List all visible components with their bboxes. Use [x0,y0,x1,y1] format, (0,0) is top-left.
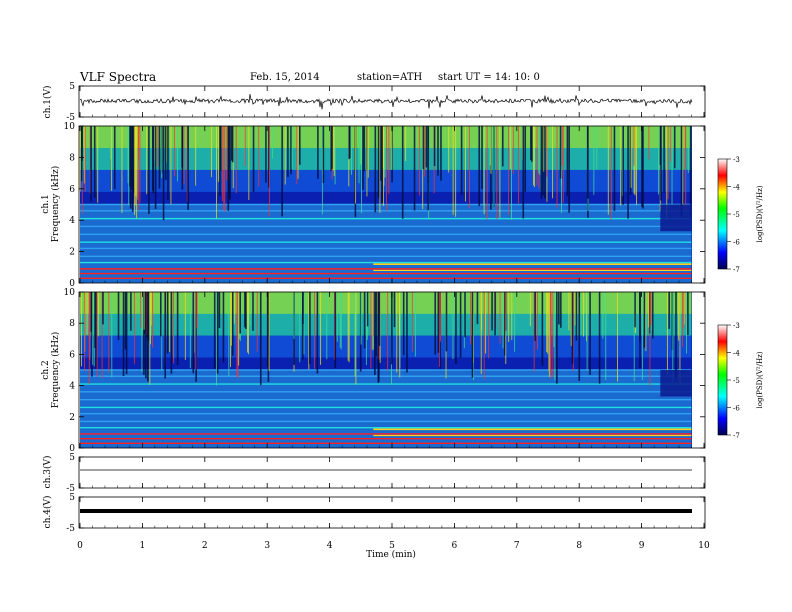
colorbar-ch1-gradient [717,158,728,270]
ch4-ylabel: ch.4(V) [42,496,53,529]
spec1-ytick-label: 8 [69,153,75,163]
ch4-ytick-label: 5 [69,493,75,503]
cb2ticks-tick-label: -5 [733,377,740,385]
spec1-ytick-label: 2 [69,248,75,258]
spec1-end-patch [660,204,692,232]
spectrogram-ch1 [78,125,706,284]
cb2ticks-tick-label: -7 [733,432,740,440]
spec1-top-band [80,126,692,148]
spec2-ytick-label: 6 [69,350,75,360]
ch1-ytick-label: 5 [69,82,75,92]
x-tick-label: 8 [576,541,582,551]
ch1-ylabel: ch.1(V) [42,86,53,119]
colorbar-ch2-gradient [717,324,728,436]
spec1-ytick-label: 6 [69,185,75,195]
cb1ticks-tick-label: -7 [733,266,740,274]
cb1ticks-tick-label: -6 [733,239,740,247]
cb1ticks-tick-label: -3 [733,156,740,164]
figure-title: VLF Spectra [80,70,157,84]
colorbar-ch2: -3 -4 -5 -6 -7 log(PSD)(V²/Hz) [717,322,764,440]
colorbar-ch1: -3 -4 -5 -6 -7 log(PSD)(V²/Hz) [717,156,764,274]
spec1-mid-band [80,169,692,192]
date-label: Feb. 15, 2014 [250,72,320,83]
spec1-ylabel: Frequency (kHz) [50,166,61,243]
spec2-ylabel-top: ch.2 [41,360,51,379]
ch3-ytick-label: -5 [66,484,75,494]
spec1-ytick-label: 4 [69,216,75,226]
colorbar-ch1-label: log(PSD)(V²/Hz) [756,185,764,242]
x-tick-label: 7 [514,541,520,551]
x-tick-label: 3 [264,541,270,551]
ch4-ytick-label: -5 [66,524,75,534]
ch1-ytick-label: -5 [66,113,75,123]
ch3-ytick-label: 5 [69,453,75,463]
x-tick-label: 2 [202,541,208,551]
x-tick-label: 4 [327,541,333,551]
x-tick-label: 10 [698,541,710,551]
spec2-ytick-label: 10 [64,288,76,298]
spectrogram-ch2 [78,291,706,449]
ch3-ylabel: ch.3(V) [42,456,53,489]
cb2ticks-tick-label: -6 [733,405,740,413]
spec1-ytick-label: 0 [69,279,75,289]
start-time-label: start UT = 14: 10: 0 [438,72,540,83]
spec2-ytick-label: 8 [69,319,75,329]
x-tick-label: 5 [389,541,395,551]
spec1-ylabel-top: ch.1 [41,194,51,213]
x-tick-label: 1 [140,541,146,551]
cb2ticks-tick-label: -4 [733,350,740,358]
ch1-trace [79,93,693,110]
spec2-ytick-label: 0 [69,444,75,454]
spec2-ytick-label: 4 [69,382,75,392]
x-axis-label: Time (min) [366,549,416,560]
spec1-ytick-label: 10 [64,122,76,132]
spec1-low-band [80,204,692,283]
cb1ticks-tick-label: -4 [733,184,740,192]
x-tick-label: 0 [77,541,83,551]
cb1ticks-tick-label: -5 [733,211,740,219]
spec2-ytick-label: 2 [69,413,75,423]
x-tick-label: 9 [639,541,645,551]
spec2-end-patch [660,370,692,397]
colorbar-ch2-label: log(PSD)(V²/Hz) [756,351,764,408]
cb2ticks-tick-label: -3 [733,322,740,330]
spec2-ylabel: Frequency (kHz) [50,332,61,409]
station-label: station=ATH [357,72,423,83]
x-tick-label: 6 [452,541,458,551]
